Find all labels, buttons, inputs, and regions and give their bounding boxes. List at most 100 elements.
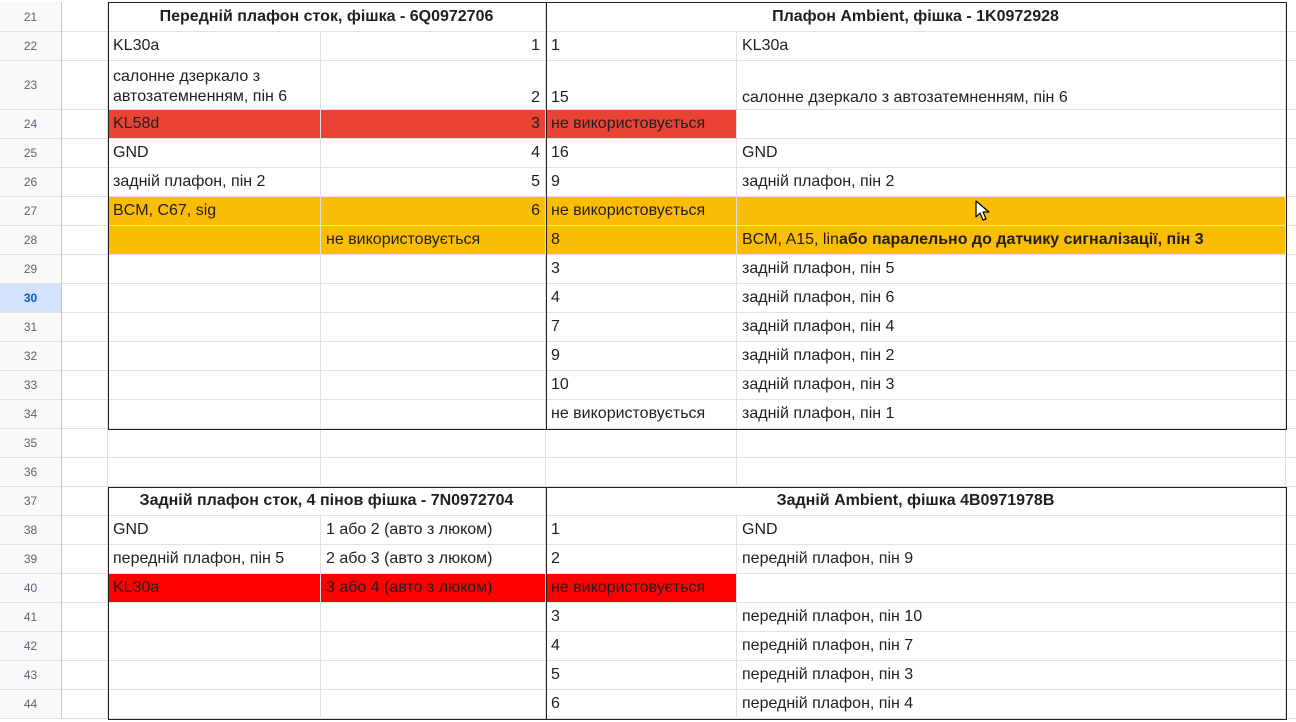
row-header[interactable]: 38	[0, 516, 62, 545]
cell[interactable]: 10	[546, 371, 737, 400]
cell-empty[interactable]	[62, 516, 108, 545]
cell-empty[interactable]	[1286, 226, 1296, 255]
cell[interactable]	[321, 429, 546, 458]
cell-empty[interactable]	[62, 110, 108, 139]
cell[interactable]	[321, 371, 546, 400]
cell[interactable]	[737, 197, 1286, 226]
cell[interactable]	[321, 690, 546, 719]
cell[interactable]: салонне дзеркало з автозатемненням, пін …	[737, 61, 1286, 110]
cell[interactable]	[108, 690, 321, 719]
cell[interactable]	[108, 429, 321, 458]
cell[interactable]: передній плафон, пін 10	[737, 603, 1286, 632]
cell[interactable]	[108, 226, 321, 255]
cell-empty[interactable]	[1286, 603, 1296, 632]
cell[interactable]: 6	[546, 690, 737, 719]
cell[interactable]: 4	[321, 139, 546, 168]
cell[interactable]: 3 або 4 (авто з люком)	[321, 574, 546, 603]
cell-empty[interactable]	[62, 226, 108, 255]
cell-empty[interactable]	[62, 661, 108, 690]
cell-empty[interactable]	[62, 197, 108, 226]
cell-empty[interactable]	[1286, 429, 1296, 458]
cell[interactable]: KL58d	[108, 110, 321, 139]
cell[interactable]	[108, 342, 321, 371]
cell[interactable]: BCM, A15, lin або паралельно до датчику …	[737, 226, 1286, 255]
cell[interactable]: не використовується	[321, 226, 546, 255]
cell[interactable]: задній плафон, пін 2	[737, 168, 1286, 197]
cell-empty[interactable]	[62, 574, 108, 603]
row-header[interactable]: 34	[0, 400, 62, 429]
row-header[interactable]: 44	[0, 690, 62, 719]
row-header[interactable]: 24	[0, 110, 62, 139]
cell[interactable]	[321, 313, 546, 342]
cell[interactable]: KL30a	[108, 574, 321, 603]
cell-empty[interactable]	[62, 342, 108, 371]
row-header[interactable]: 27	[0, 197, 62, 226]
cell-empty[interactable]	[1286, 197, 1296, 226]
row-header[interactable]: 26	[0, 168, 62, 197]
cell[interactable]: 2	[321, 61, 546, 110]
cell[interactable]: GND	[737, 139, 1286, 168]
cell[interactable]: GND	[737, 516, 1286, 545]
cell[interactable]: 3	[321, 110, 546, 139]
cell[interactable]: 3	[546, 255, 737, 284]
cell-empty[interactable]	[1286, 661, 1296, 690]
cell-empty[interactable]	[1286, 284, 1296, 313]
row-header[interactable]: 40	[0, 574, 62, 603]
cell[interactable]: задній плафон, пін 2	[737, 342, 1286, 371]
row-header[interactable]: 39	[0, 545, 62, 574]
cell[interactable]: передній плафон, пін 9	[737, 545, 1286, 574]
cell-empty[interactable]	[62, 61, 108, 110]
cell[interactable]: 6	[321, 197, 546, 226]
cell[interactable]: задній плафон, пін 4	[737, 313, 1286, 342]
row-header[interactable]: 21	[0, 2, 62, 32]
table-header-cell[interactable]: Задній Ambient, фішка 4B0971978B	[546, 487, 1286, 516]
cell[interactable]: 15	[546, 61, 737, 110]
cell[interactable]: задній плафон, пін 1	[737, 400, 1286, 429]
cell-empty[interactable]	[1286, 545, 1296, 574]
cell[interactable]	[321, 458, 546, 487]
row-header[interactable]: 22	[0, 32, 62, 61]
cell[interactable]: 1	[321, 32, 546, 61]
cell[interactable]: не використовується	[546, 400, 737, 429]
cell-empty[interactable]	[1286, 110, 1296, 139]
cell[interactable]: 2 або 3 (авто з люком)	[321, 545, 546, 574]
table-header-cell[interactable]: Плафон Ambient, фішка - 1K0972928	[546, 2, 1286, 32]
cell[interactable]: передній плафон, пін 4	[737, 690, 1286, 719]
cell-empty[interactable]	[62, 255, 108, 284]
cell-empty[interactable]	[62, 313, 108, 342]
row-header[interactable]: 41	[0, 603, 62, 632]
cell[interactable]	[108, 661, 321, 690]
cell-empty[interactable]	[1286, 371, 1296, 400]
cell[interactable]	[321, 661, 546, 690]
cell-empty[interactable]	[62, 429, 108, 458]
cell-empty[interactable]	[62, 284, 108, 313]
cell[interactable]: 16	[546, 139, 737, 168]
cell[interactable]	[108, 371, 321, 400]
cell-empty[interactable]	[62, 632, 108, 661]
table-header-cell[interactable]: Передній плафон сток, фішка - 6Q0972706	[108, 2, 546, 32]
cell-empty[interactable]	[1286, 313, 1296, 342]
cell-empty[interactable]	[1286, 690, 1296, 719]
row-header[interactable]: 36	[0, 458, 62, 487]
cell[interactable]	[546, 458, 737, 487]
cell[interactable]: не використовується	[546, 574, 737, 603]
cell[interactable]	[737, 110, 1286, 139]
cell[interactable]: BCM, C67, sig	[108, 197, 321, 226]
cell-empty[interactable]	[1286, 2, 1296, 32]
row-header[interactable]: 32	[0, 342, 62, 371]
cell-empty[interactable]	[62, 690, 108, 719]
cell[interactable]: 4	[546, 632, 737, 661]
cell-empty[interactable]	[62, 168, 108, 197]
cell[interactable]	[737, 429, 1286, 458]
cell[interactable]	[321, 603, 546, 632]
cell[interactable]: 9	[546, 342, 737, 371]
cell[interactable]	[737, 458, 1286, 487]
cell-empty[interactable]	[1286, 342, 1296, 371]
cell[interactable]: 1	[546, 516, 737, 545]
cell[interactable]	[108, 284, 321, 313]
cell[interactable]	[108, 458, 321, 487]
cell-empty[interactable]	[1286, 458, 1296, 487]
cell[interactable]	[321, 284, 546, 313]
row-header[interactable]: 30	[0, 284, 62, 313]
cell[interactable]	[321, 342, 546, 371]
